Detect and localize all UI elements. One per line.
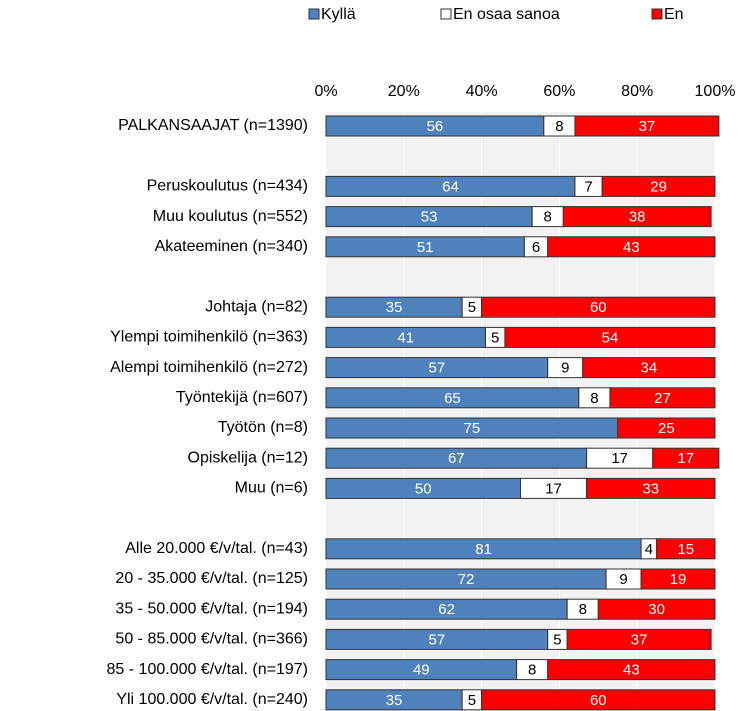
bar-segment — [656, 538, 716, 560]
data-label: 30 — [648, 601, 665, 618]
data-label: 57 — [429, 631, 446, 648]
legend-swatch — [440, 8, 452, 20]
data-label: 41 — [397, 329, 414, 346]
data-label: 50 — [415, 480, 432, 497]
x-tick-label: 100% — [695, 83, 736, 100]
data-label: 51 — [417, 239, 434, 256]
data-label: 75 — [464, 420, 481, 437]
data-label: 34 — [641, 360, 658, 377]
bar-segment — [562, 206, 712, 228]
data-label: 56 — [427, 118, 444, 135]
x-tick-label: 20% — [388, 83, 420, 100]
data-label: 60 — [590, 299, 607, 316]
x-tick-label: 0% — [314, 83, 337, 100]
data-label: 17 — [677, 450, 694, 467]
bar-segment — [574, 115, 720, 137]
bar-segment — [481, 296, 716, 318]
data-label: 15 — [677, 541, 694, 558]
data-label: 8 — [528, 662, 536, 679]
data-label: 5 — [553, 631, 561, 648]
data-label: 72 — [458, 571, 475, 588]
data-label: 6 — [532, 239, 540, 256]
data-label: 17 — [611, 450, 628, 467]
y-tick-label: Muu koulutus (n=552) — [153, 208, 308, 225]
data-label: 57 — [429, 360, 446, 377]
data-label: 5 — [468, 299, 476, 316]
data-label: 17 — [545, 480, 562, 497]
data-label: 67 — [448, 450, 465, 467]
bar-segment — [586, 477, 716, 499]
data-label: 27 — [654, 390, 671, 407]
y-tick-label: Johtaja (n=82) — [205, 298, 308, 315]
bar-segment — [547, 659, 716, 681]
y-tick-label: Alle 20.000 €/v/tal. (n=43) — [125, 540, 308, 557]
data-label: 35 — [386, 299, 403, 316]
bar-segment — [601, 175, 716, 197]
y-tick-label: 35 - 50.000 €/v/tal. (n=194) — [115, 600, 308, 617]
y-tick-label: Työntekijä (n=607) — [176, 389, 308, 406]
data-label: 9 — [561, 360, 569, 377]
bar-segment — [617, 417, 716, 439]
data-label: 54 — [602, 329, 619, 346]
y-tick-label: 85 - 100.000 €/v/tal. (n=197) — [107, 661, 308, 678]
y-tick-label: Ylempi toimihenkilö (n=363) — [110, 329, 308, 346]
data-label: 19 — [670, 571, 687, 588]
y-tick-label: Alempi toimihenkilö (n=272) — [110, 359, 308, 376]
legend-label: En — [664, 6, 684, 23]
data-label: 37 — [631, 631, 648, 648]
legend-swatch — [651, 8, 663, 20]
y-tick-label: PALKANSAAJAT (n=1390) — [118, 117, 308, 134]
data-label: 38 — [629, 209, 646, 226]
y-tick-label: 20 - 35.000 €/v/tal. (n=125) — [115, 570, 308, 587]
bar-segment — [609, 387, 716, 409]
y-tick-label: Yli 100.000 €/v/tal. (n=240) — [116, 691, 308, 708]
data-label: 4 — [645, 541, 653, 558]
legend-label: En osaa sanoa — [453, 6, 560, 23]
data-label: 53 — [421, 209, 438, 226]
bar-segment — [652, 447, 720, 469]
data-label: 8 — [590, 390, 598, 407]
x-tick-label: 80% — [621, 83, 653, 100]
data-label: 81 — [475, 541, 492, 558]
bar-segment — [566, 628, 712, 650]
data-label: 5 — [491, 329, 499, 346]
data-label: 62 — [438, 601, 455, 618]
bar-segment — [504, 326, 716, 348]
x-tick-label: 40% — [466, 83, 498, 100]
y-tick-label: 50 - 85.000 €/v/tal. (n=366) — [115, 631, 308, 648]
bar-segment — [481, 689, 716, 711]
data-label: 64 — [442, 178, 459, 195]
data-label: 43 — [623, 239, 640, 256]
data-label: 65 — [444, 390, 461, 407]
data-label: 37 — [639, 118, 656, 135]
y-tick-label: Akateeminen (n=340) — [155, 238, 308, 255]
legend-label: Kyllä — [321, 6, 356, 23]
y-tick-label: Muu (n=6) — [235, 480, 308, 497]
y-tick-label: Työtön (n=8) — [218, 419, 308, 436]
data-label: 5 — [468, 692, 476, 709]
bar-segment — [597, 598, 716, 620]
y-tick-label: Opiskelija (n=12) — [188, 449, 309, 466]
data-label: 25 — [658, 420, 675, 437]
data-label: 33 — [642, 480, 659, 497]
bar-segment — [640, 568, 716, 590]
data-label: 8 — [544, 209, 552, 226]
legend-swatch — [308, 8, 320, 20]
data-label: 9 — [619, 571, 627, 588]
x-tick-label: 60% — [543, 83, 575, 100]
data-label: 35 — [386, 692, 403, 709]
data-label: 8 — [555, 118, 563, 135]
plot-area — [326, 112, 715, 711]
data-label: 7 — [584, 178, 592, 195]
data-label: 8 — [579, 601, 587, 618]
data-label: 49 — [413, 662, 430, 679]
bar-segment — [582, 357, 716, 379]
data-label: 29 — [650, 178, 667, 195]
y-tick-label: Peruskoulutus (n=434) — [147, 178, 308, 195]
data-label: 60 — [590, 692, 607, 709]
bar-segment — [547, 236, 716, 258]
data-label: 43 — [623, 662, 640, 679]
